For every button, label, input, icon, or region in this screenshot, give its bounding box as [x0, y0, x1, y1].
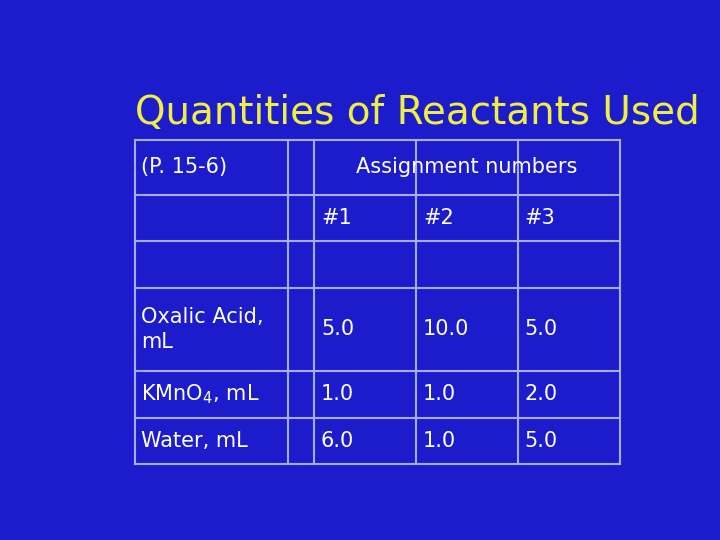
Text: Quantities of Reactants Used: Quantities of Reactants Used — [135, 94, 699, 132]
Text: 1.0: 1.0 — [321, 384, 354, 404]
Text: 1.0: 1.0 — [423, 384, 456, 404]
Text: 1.0: 1.0 — [423, 431, 456, 451]
Text: #2: #2 — [423, 208, 454, 228]
Text: KMnO$_4$, mL: KMnO$_4$, mL — [141, 383, 260, 406]
Text: 6.0: 6.0 — [321, 431, 354, 451]
Text: 2.0: 2.0 — [525, 384, 558, 404]
Text: Assignment numbers: Assignment numbers — [356, 157, 578, 177]
Text: 5.0: 5.0 — [525, 320, 558, 340]
Text: Oxalic Acid,
mL: Oxalic Acid, mL — [141, 307, 264, 352]
Text: (P. 15-6): (P. 15-6) — [141, 157, 228, 177]
Text: 5.0: 5.0 — [321, 320, 354, 340]
Text: 5.0: 5.0 — [525, 431, 558, 451]
Text: #3: #3 — [525, 208, 556, 228]
Text: #1: #1 — [321, 208, 351, 228]
Text: Water, mL: Water, mL — [141, 431, 248, 451]
Text: 10.0: 10.0 — [423, 320, 469, 340]
